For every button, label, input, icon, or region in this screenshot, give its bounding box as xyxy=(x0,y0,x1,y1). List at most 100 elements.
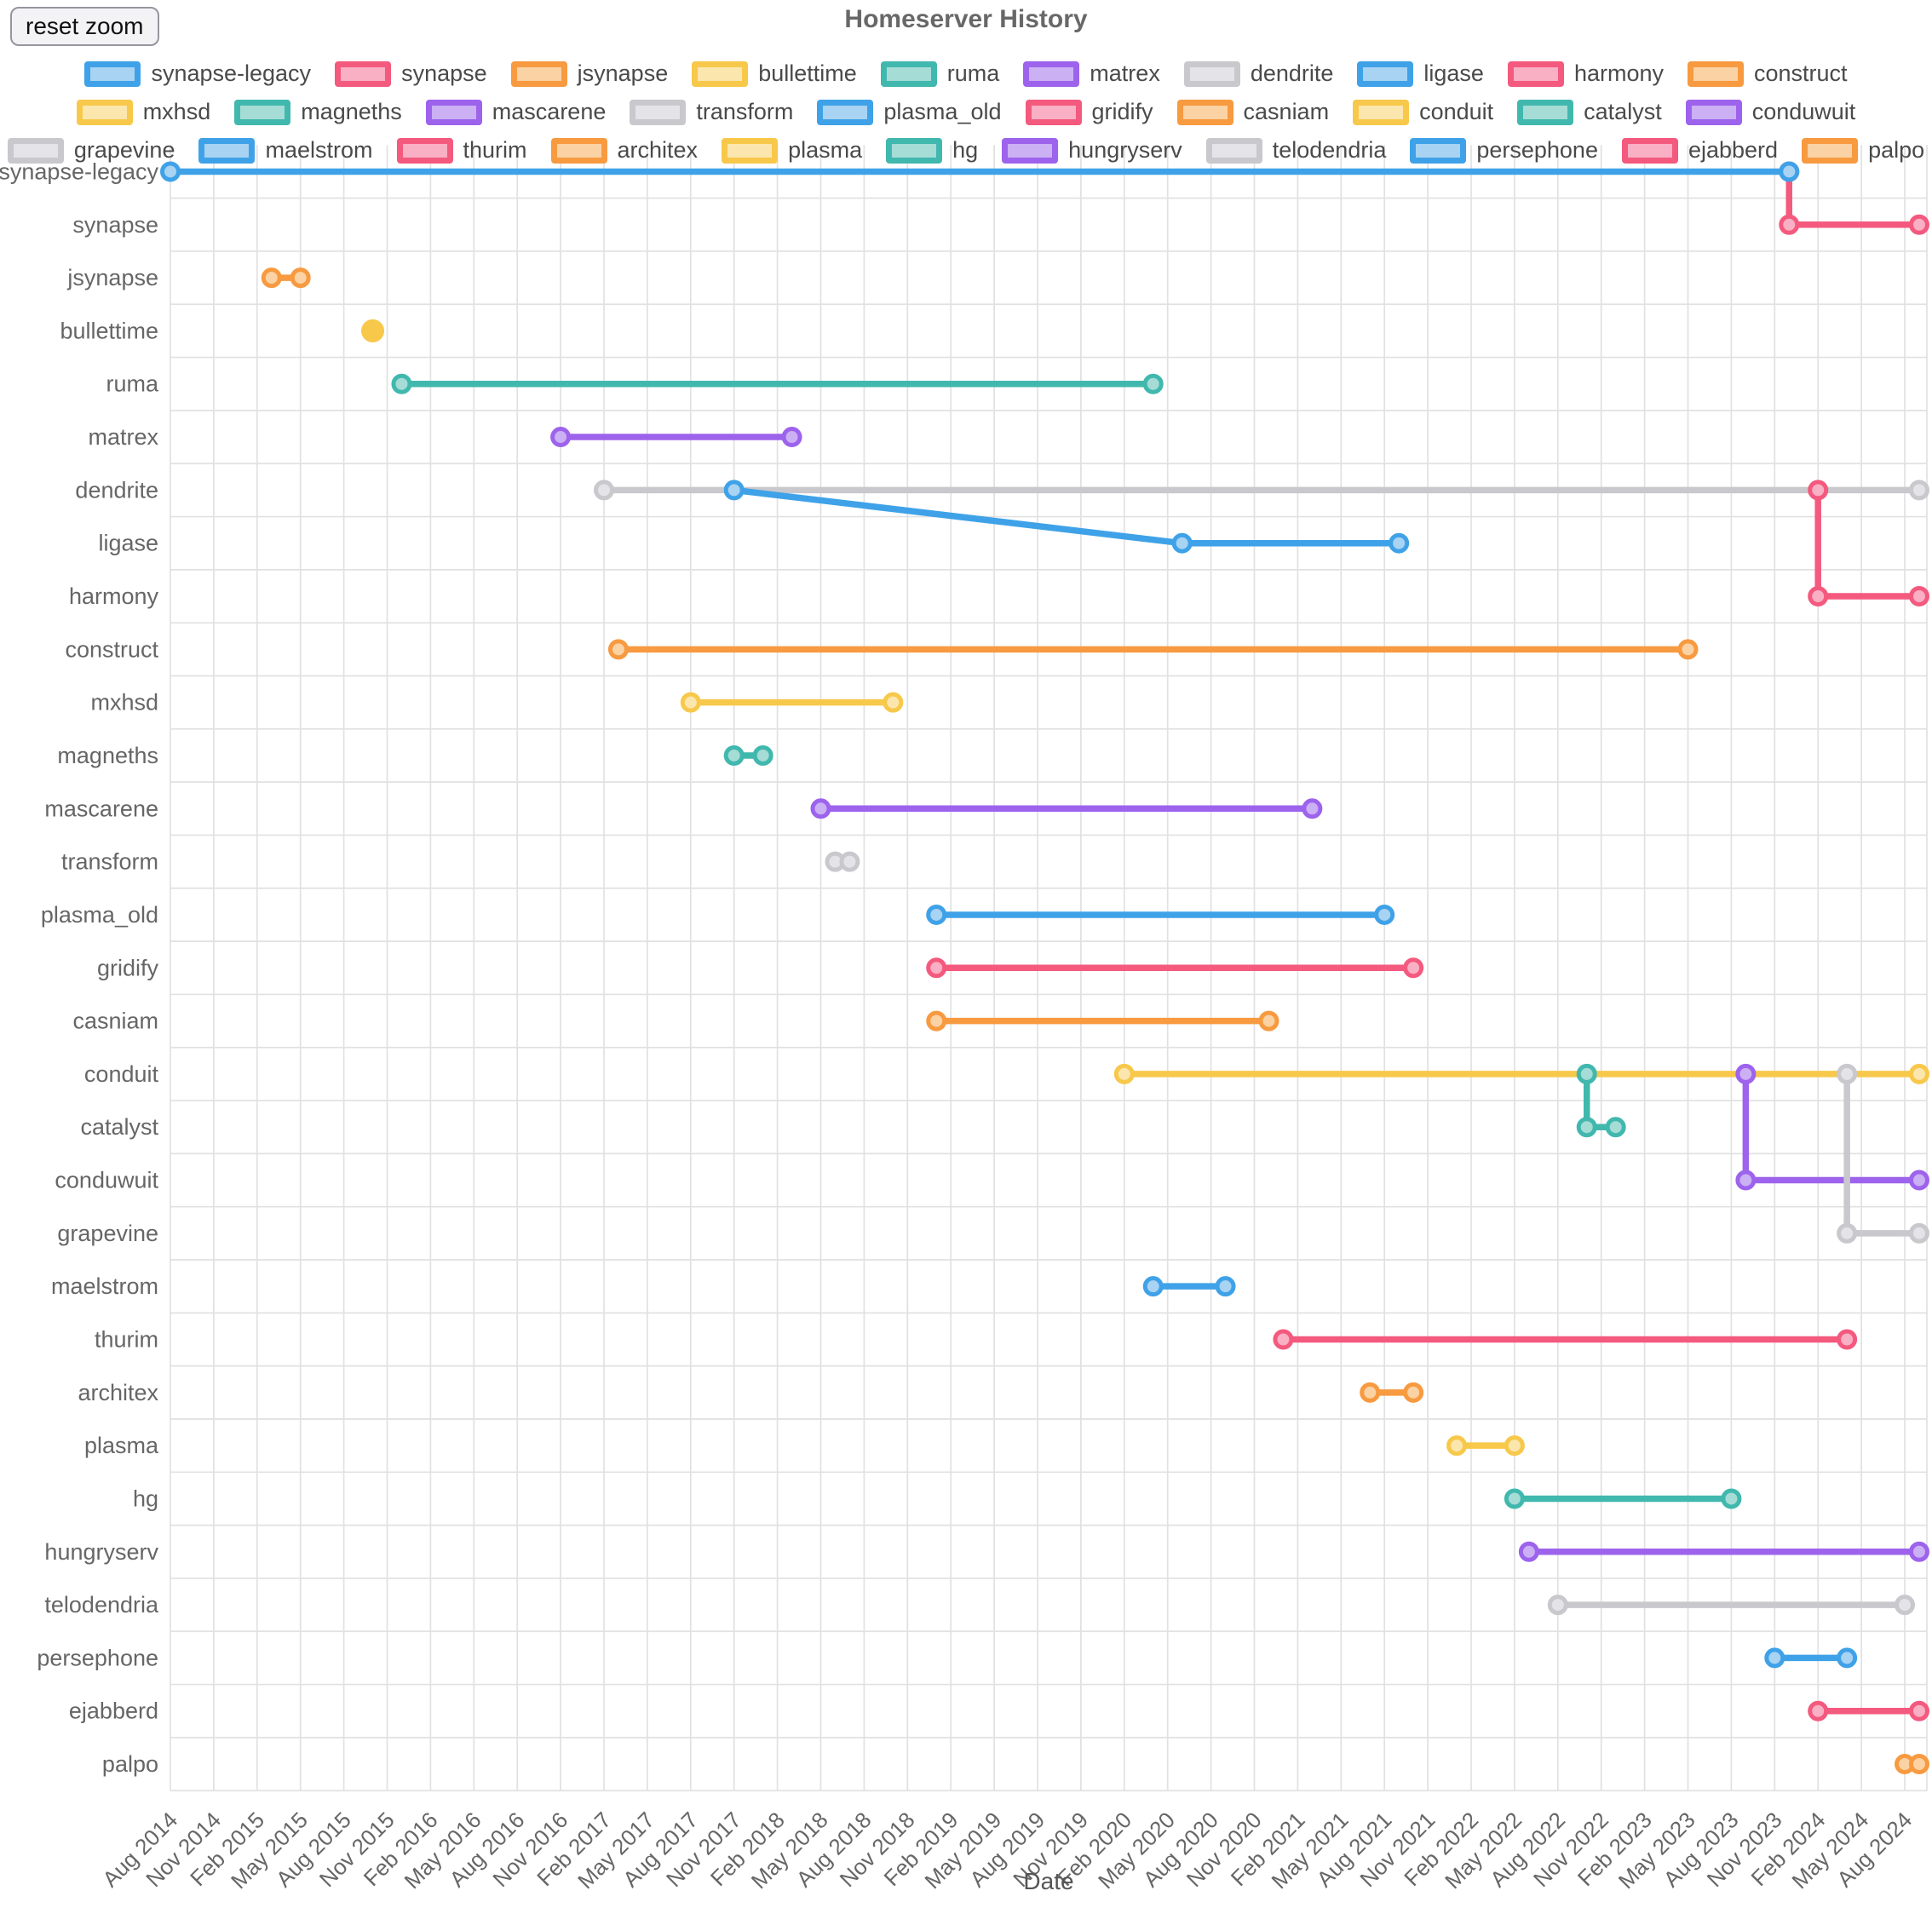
legend-item-conduwuit[interactable]: conduwuit xyxy=(1685,99,1855,125)
data-point-marker[interactable] xyxy=(1837,1063,1858,1084)
series-line-conduwuit[interactable] xyxy=(1742,1073,1919,1184)
data-point-marker[interactable] xyxy=(261,267,282,289)
data-point-marker[interactable] xyxy=(926,1010,947,1032)
data-point-marker[interactable] xyxy=(1908,1700,1929,1721)
data-point-marker[interactable] xyxy=(1735,1170,1757,1191)
data-point-marker[interactable] xyxy=(1908,1754,1929,1775)
data-point-marker[interactable] xyxy=(883,692,904,713)
legend-item-ruma[interactable]: ruma xyxy=(880,60,999,87)
data-point-marker[interactable] xyxy=(680,692,701,713)
series-markers-hungryserv[interactable] xyxy=(1518,1541,1929,1562)
data-point-marker[interactable] xyxy=(1374,904,1395,925)
series-markers-architex[interactable] xyxy=(1360,1382,1424,1403)
data-point-marker[interactable] xyxy=(1576,1117,1597,1138)
legend-item-conduit[interactable]: conduit xyxy=(1353,99,1493,125)
data-point-marker[interactable] xyxy=(1721,1488,1742,1509)
legend-item-architex[interactable]: architex xyxy=(550,137,698,164)
series-markers-maelstrom[interactable] xyxy=(1142,1276,1236,1297)
series-markers-ligase[interactable] xyxy=(723,480,1410,554)
data-point-marker[interactable] xyxy=(607,639,629,660)
legend-item-maelstrom[interactable]: maelstrom xyxy=(198,137,373,164)
data-point-marker[interactable] xyxy=(1808,480,1829,501)
data-point-marker[interactable] xyxy=(1779,161,1800,182)
series-markers-telodendria[interactable] xyxy=(1547,1595,1916,1616)
series-markers-harmony[interactable] xyxy=(1808,480,1929,607)
legend-item-transform[interactable]: transform xyxy=(630,99,793,125)
data-point-marker[interactable] xyxy=(926,904,947,925)
data-point-marker[interactable] xyxy=(1403,1382,1424,1403)
legend-item-thurim[interactable]: thurim xyxy=(396,137,527,164)
series-markers-dendrite[interactable] xyxy=(594,480,1929,501)
series-markers-transform[interactable] xyxy=(825,851,860,872)
legend-item-magneths[interactable]: magneths xyxy=(234,99,402,125)
series-markers-persephone[interactable] xyxy=(1764,1647,1858,1669)
series-markers-palpo[interactable] xyxy=(1895,1754,1929,1775)
legend-item-hg[interactable]: hg xyxy=(886,137,978,164)
data-point-marker[interactable] xyxy=(1837,1329,1858,1350)
legend-item-synapse-legacy[interactable]: synapse-legacy xyxy=(84,60,311,87)
series-markers-hg[interactable] xyxy=(1504,1488,1742,1509)
data-point-marker[interactable] xyxy=(1908,1170,1929,1191)
data-point-marker[interactable] xyxy=(1273,1329,1294,1350)
data-point-marker[interactable] xyxy=(752,744,773,766)
legend-item-ejabberd[interactable]: ejabberd xyxy=(1621,137,1778,164)
series-markers-gridify[interactable] xyxy=(926,957,1424,979)
series-markers-matrex[interactable] xyxy=(550,427,802,448)
legend-item-casniam[interactable]: casniam xyxy=(1176,99,1329,125)
data-point-marker[interactable] xyxy=(1142,373,1164,394)
data-point-marker[interactable] xyxy=(1360,1382,1381,1403)
data-point-marker[interactable] xyxy=(1779,214,1800,235)
data-point-marker[interactable] xyxy=(1908,480,1929,501)
series-markers-conduit[interactable] xyxy=(1113,1063,1929,1084)
legend-item-matrex[interactable]: matrex xyxy=(1023,60,1160,87)
legend-item-ligase[interactable]: ligase xyxy=(1357,60,1484,87)
data-point-marker[interactable] xyxy=(723,744,745,766)
series-markers-casniam[interactable] xyxy=(926,1010,1279,1032)
series-markers-conduwuit[interactable] xyxy=(1735,1063,1929,1191)
legend-item-harmony[interactable]: harmony xyxy=(1507,60,1664,87)
reset-zoom-button[interactable]: reset zoom xyxy=(10,7,159,46)
data-point-marker[interactable] xyxy=(926,957,947,979)
data-point-marker[interactable] xyxy=(1389,532,1410,554)
data-point-marker[interactable] xyxy=(810,798,831,819)
legend-item-grapevine[interactable]: grapevine xyxy=(7,137,175,164)
data-point-marker[interactable] xyxy=(1837,1222,1858,1244)
data-point-marker[interactable] xyxy=(1113,1063,1135,1084)
legend-item-jsynapse[interactable]: jsynapse xyxy=(510,60,668,87)
data-point-marker[interactable] xyxy=(1215,1276,1236,1297)
legend-item-construct[interactable]: construct xyxy=(1688,60,1848,87)
legend-item-hungryserv[interactable]: hungryserv xyxy=(1002,137,1182,164)
legend-item-plasma[interactable]: plasma xyxy=(722,137,862,164)
data-point-marker[interactable] xyxy=(550,427,572,448)
series-markers-construct[interactable] xyxy=(607,639,1699,660)
series-markers-magneths[interactable] xyxy=(723,744,773,766)
data-point-marker[interactable] xyxy=(1677,639,1699,660)
legend-item-gridify[interactable]: gridify xyxy=(1025,99,1153,125)
legend-item-plasma_old[interactable]: plasma_old xyxy=(817,99,1002,125)
legend-item-catalyst[interactable]: catalyst xyxy=(1517,99,1662,125)
series-markers-ruma[interactable] xyxy=(391,373,1164,394)
data-point-marker[interactable] xyxy=(1446,1435,1468,1457)
legend-item-mxhsd[interactable]: mxhsd xyxy=(76,99,210,125)
series-markers-ejabberd[interactable] xyxy=(1808,1700,1929,1721)
data-point-marker[interactable] xyxy=(1258,1010,1279,1032)
data-point-marker[interactable] xyxy=(1142,1276,1164,1297)
series-markers-grapevine[interactable] xyxy=(1837,1063,1929,1244)
data-point-marker[interactable] xyxy=(361,319,385,342)
data-point-marker[interactable] xyxy=(1518,1541,1539,1562)
series-markers-thurim[interactable] xyxy=(1273,1329,1858,1350)
data-point-marker[interactable] xyxy=(1895,1595,1916,1616)
data-point-marker[interactable] xyxy=(290,267,311,289)
series-markers-mxhsd[interactable] xyxy=(680,692,904,713)
series-markers-plasma_old[interactable] xyxy=(926,904,1395,925)
data-point-marker[interactable] xyxy=(839,851,860,872)
legend-item-dendrite[interactable]: dendrite xyxy=(1183,60,1333,87)
series-markers-plasma[interactable] xyxy=(1446,1435,1525,1457)
legend-item-palpo[interactable]: palpo xyxy=(1802,137,1924,164)
series-markers-bullettime[interactable] xyxy=(361,319,385,342)
data-point-marker[interactable] xyxy=(1908,1222,1929,1244)
data-point-marker[interactable] xyxy=(1837,1647,1858,1669)
series-markers-mascarene[interactable] xyxy=(810,798,1323,819)
data-point-marker[interactable] xyxy=(1908,1063,1929,1084)
